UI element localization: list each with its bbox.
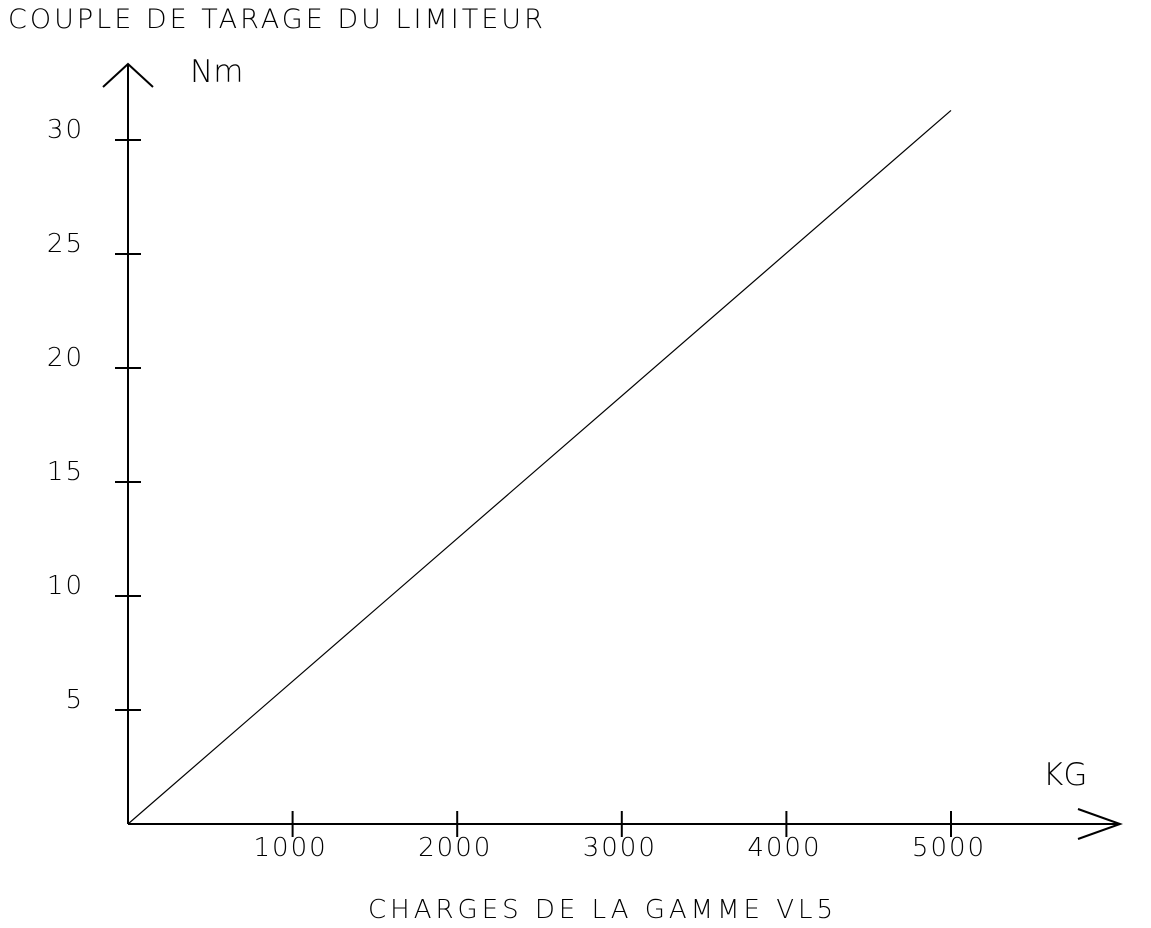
series-group — [127, 109, 952, 825]
chart-title: COUPLE DE TARAGE DU LIMITEUR — [8, 4, 546, 35]
x-tick-label: 1000 — [254, 833, 328, 863]
y-tick-label: 20 — [47, 343, 84, 373]
y-axis-arrow — [102, 62, 154, 88]
y-tick-label: 15 — [47, 457, 84, 487]
series-line — [127, 109, 952, 825]
y-tick-label: 5 — [65, 685, 84, 715]
y-tick-label: 30 — [47, 115, 84, 145]
x-tick-label: 2000 — [418, 833, 492, 863]
y-tick-label: 10 — [47, 571, 84, 601]
x-unit-label: KG — [1043, 757, 1087, 793]
x-tick-label: 5000 — [912, 833, 986, 863]
x-axis-arrow — [1077, 808, 1123, 840]
x-tick-label: 3000 — [583, 833, 657, 863]
x-ticks: 1000 2000 3000 4000 5000 — [254, 811, 986, 863]
y-tick-label: 25 — [47, 229, 84, 259]
x-tick-label: 4000 — [747, 833, 821, 863]
x-axis-label: CHARGES DE LA GAMME VL5 — [368, 895, 837, 925]
y-unit-label: Nm — [190, 54, 243, 90]
y-ticks: 5 10 15 20 25 30 — [47, 115, 141, 715]
